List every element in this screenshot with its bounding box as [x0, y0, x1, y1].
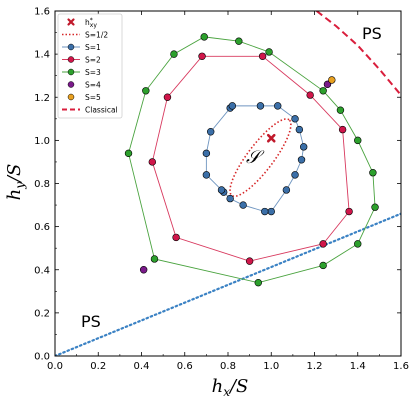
- s3-point-1: [235, 37, 243, 45]
- legend-marker-s5: [67, 93, 75, 101]
- s1-point-10: [282, 186, 291, 194]
- legend-label-s2: S=2: [85, 55, 101, 64]
- x-tick-label: 0.2: [90, 361, 106, 372]
- s5-point-0: [328, 76, 336, 84]
- s3-point-14: [170, 50, 178, 58]
- s1-point-3: [256, 102, 265, 110]
- y-tick-label: 1.0: [34, 136, 50, 147]
- x-axis-label: hx/S: [212, 376, 249, 399]
- s3-point-10: [254, 278, 262, 287]
- y-tick-label: 0.0: [34, 352, 50, 363]
- s3-point-9: [319, 261, 327, 270]
- s1-point-11: [267, 207, 275, 216]
- legend-label-classical: Classical: [85, 105, 118, 114]
- y-tick-label: 1.6: [34, 7, 50, 18]
- x-tick-label: 1.2: [307, 361, 323, 372]
- x-tick-label: 0.4: [134, 361, 150, 372]
- s1-point-4: [274, 102, 282, 110]
- s2-point-7: [172, 233, 180, 242]
- x-tick-label: 1.0: [263, 361, 279, 372]
- y-tick-label: 0.4: [34, 265, 50, 276]
- s3-point-13: [142, 87, 150, 95]
- s1-point-6: [295, 125, 304, 134]
- s4-point-0: [139, 266, 148, 274]
- s3-point-3: [319, 87, 327, 95]
- y-tick-label: 0.2: [34, 308, 50, 319]
- classical-curve: [316, 11, 401, 96]
- legend-label-s4: S=4: [85, 80, 101, 89]
- s2-point-3: [338, 125, 347, 134]
- hstar-marker: [266, 133, 276, 143]
- s1-point-13: [239, 201, 247, 209]
- plot-layer: [55, 11, 401, 356]
- s1-point-18: [202, 149, 211, 158]
- legend-label-s3: S=3: [85, 68, 101, 77]
- s1-point-12: [261, 207, 269, 216]
- s-half-ellipse: [229, 118, 292, 198]
- s2-point-5: [319, 240, 327, 248]
- s1-point-8: [297, 156, 306, 164]
- s2-point-2: [306, 91, 314, 99]
- x-tick-label: 1.4: [350, 361, 366, 372]
- ps-boundary-line: [55, 212, 401, 356]
- x-tick-label: 0.8: [220, 361, 236, 372]
- legend-swatch-hstar: [67, 18, 75, 26]
- s3-point-6: [369, 169, 377, 177]
- s1-point-5: [291, 115, 299, 123]
- s1-point-14: [226, 194, 234, 203]
- s3-point-12: [124, 149, 133, 158]
- s2-point-8: [148, 158, 157, 166]
- legend-marker-s1: [67, 43, 75, 51]
- s2-point-0: [198, 52, 206, 60]
- legend-label-s_half: S=1/2: [85, 30, 108, 39]
- s2-point-6: [245, 257, 254, 265]
- x-tick-label: 0.6: [177, 361, 193, 372]
- s2-point-9: [163, 93, 172, 101]
- s2-point-1: [258, 52, 267, 60]
- y-tick-label: 1.2: [34, 93, 50, 104]
- s3-line: [128, 36, 376, 284]
- s1-point-7: [299, 143, 308, 151]
- s3-point-5: [354, 136, 362, 145]
- s3-point-7: [371, 203, 379, 211]
- region-label-ps-bottom: PS: [81, 312, 101, 331]
- s2-point-4: [345, 207, 353, 216]
- legend-marker-s3: [67, 68, 75, 76]
- y-tick-label: 1.4: [34, 50, 50, 61]
- s-region-symbol: 𝒮: [246, 147, 265, 168]
- legend-label-s5: S=5: [85, 93, 101, 102]
- legend-label-hstar-sub: xy: [90, 22, 98, 29]
- s1-point-17: [202, 171, 211, 179]
- s1-point-0: [207, 128, 215, 136]
- s3-point-8: [354, 240, 362, 248]
- s3-point-0: [200, 33, 208, 41]
- legend-marker-s4: [67, 81, 75, 88]
- s1-point-16: [217, 186, 226, 194]
- legend-label-hstar-sup: *: [90, 17, 93, 24]
- axes-layer: 0.0 0.2 0.4 0.6 0.8 1.0 1.2 1.4 1.6 0.0 0.2 0.4 0.6 0…: [34, 7, 409, 373]
- s3-point-11: [150, 255, 159, 263]
- y-tick-label: 0.8: [34, 179, 50, 190]
- region-label-ps-top: PS: [362, 24, 382, 43]
- legend-label-s1: S=1: [85, 43, 101, 52]
- legend-marker-s2: [67, 56, 75, 63]
- s1-point-9: [291, 171, 299, 179]
- s3-point-2: [265, 48, 273, 56]
- s1-point-2: [228, 102, 237, 110]
- x-tick-label: 1.6: [393, 361, 409, 372]
- x-tick-label: 0.0: [47, 361, 63, 372]
- s3-point-4: [336, 106, 345, 114]
- y-axis-label: hy/S: [4, 164, 27, 201]
- legend-box: [57, 13, 123, 119]
- y-tick-label: 0.6: [34, 222, 50, 233]
- s4-point-1: [323, 80, 332, 89]
